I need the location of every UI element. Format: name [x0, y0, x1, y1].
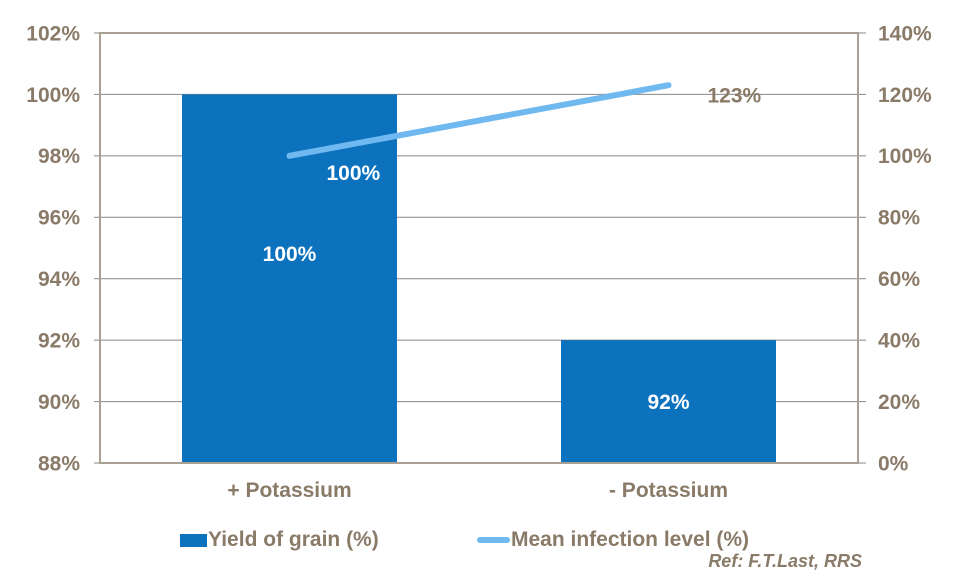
left-axis-tick-label: 90%	[38, 391, 80, 414]
legend-item-infection: Mean infection level (%)	[477, 527, 749, 553]
combo-chart-plot: 88% 0% 90% 20% 92% 40% 94% 60% 96% 80% 98% 100% 100%…	[26, 22, 932, 502]
left-axis-tick-label: 96%	[38, 207, 80, 230]
right-axis-tick-label: 60%	[878, 268, 920, 291]
legend-label-infection: Mean infection level (%)	[511, 528, 750, 551]
right-axis-tick-label: 120%	[878, 84, 932, 107]
line-series-swatch-icon	[477, 537, 510, 543]
line-data-label: 123%	[708, 85, 762, 108]
legend-label-yield: Yield of grain (%)	[208, 528, 379, 551]
left-axis-tick-label: 94%	[38, 268, 80, 291]
bar-data-label: 100%	[263, 243, 317, 266]
plot-frame	[99, 32, 859, 464]
left-axis-tick-label: 92%	[38, 329, 80, 352]
bar-series-swatch-icon	[180, 533, 207, 547]
right-axis-tick-label: 100%	[878, 145, 932, 168]
bar-- Potassium	[561, 340, 776, 463]
bar-data-label: 92%	[647, 391, 689, 414]
category-label: + Potassium	[227, 479, 351, 502]
left-axis-tick-label: 102%	[26, 22, 80, 45]
left-axis-tick-label: 100%	[26, 84, 80, 107]
right-axis-tick-label: 80%	[878, 207, 920, 230]
right-axis-tick-label: 40%	[878, 329, 920, 352]
right-axis-tick-label: 20%	[878, 391, 920, 414]
reference-note: Ref: F.T.Last, RRS	[708, 551, 862, 571]
right-axis-tick-label: 0%	[878, 452, 909, 475]
category-label: - Potassium	[609, 479, 728, 502]
left-axis-tick-label: 88%	[38, 452, 80, 475]
left-axis-tick-label: 98%	[38, 145, 80, 168]
infection-line	[286, 82, 672, 159]
line-data-label: 100%	[327, 162, 381, 185]
legend-item-yield: Yield of grain (%)	[180, 527, 379, 553]
legend: Yield of grain (%) Mean infection level …	[0, 527, 958, 553]
bar-+ Potassium	[182, 94, 397, 463]
right-axis-tick-label: 140%	[878, 22, 932, 45]
